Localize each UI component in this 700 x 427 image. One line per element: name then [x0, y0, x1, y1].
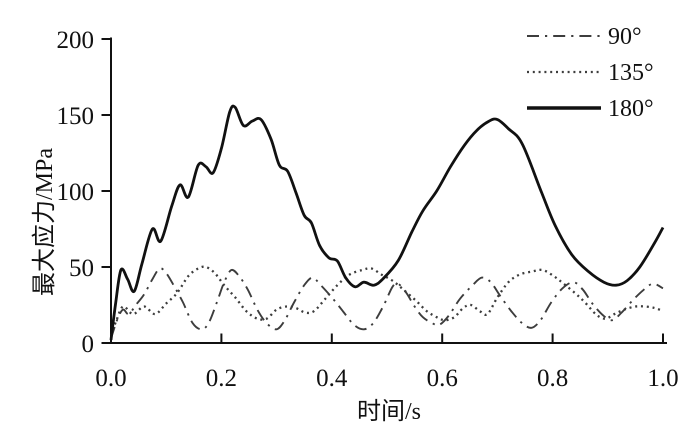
series-line-90deg — [110, 267, 664, 339]
y-tick-label: 50 — [69, 255, 94, 282]
y-tick-label: 100 — [57, 179, 95, 206]
legend-item-180: 180° — [527, 96, 654, 122]
y-axis: 0 50 100 150 200 — [57, 27, 112, 358]
y-tick-label: 150 — [57, 103, 95, 130]
y-ticks: 0 50 100 150 200 — [57, 27, 111, 358]
x-axis-title: 时间/s — [357, 398, 421, 425]
legend: 90° 135° 180° — [527, 24, 654, 122]
legend-item-90: 90° — [527, 24, 642, 50]
x-tick-label: 1.0 — [647, 365, 678, 392]
x-axis: 0.0 0.2 0.4 0.6 0.8 1.0 — [95, 333, 679, 392]
x-tick-label: 0.4 — [316, 365, 348, 392]
x-tick-label: 0.6 — [427, 365, 458, 392]
legend-label-90: 90° — [608, 24, 642, 50]
series-line-135deg — [109, 265, 664, 336]
series-line-180deg — [109, 104, 665, 341]
x-tick-label: 0.8 — [537, 365, 568, 392]
legend-label-180: 180° — [608, 96, 654, 122]
series-lines — [109, 104, 665, 341]
legend-item-135: 135° — [527, 60, 654, 86]
x-tick-label: 0.2 — [206, 365, 237, 392]
legend-label-135: 135° — [608, 60, 654, 86]
y-axis-title: 最大应力/MPa — [31, 148, 58, 296]
y-tick-label: 0 — [82, 331, 95, 358]
y-tick-label: 200 — [57, 27, 95, 54]
x-ticks: 0.0 0.2 0.4 0.6 0.8 1.0 — [95, 333, 679, 392]
x-tick-label: 0.0 — [95, 365, 126, 392]
